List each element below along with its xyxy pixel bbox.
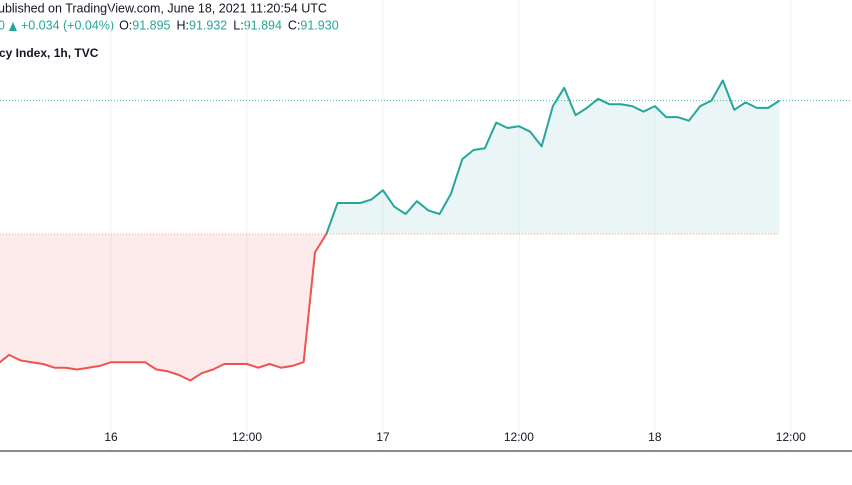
legend-change: +0.034 (+0.04%) xyxy=(21,18,114,32)
baseline-area xyxy=(0,80,780,381)
ohlc-label: C: xyxy=(288,18,301,32)
ohlc-value: 91.930 xyxy=(300,18,338,32)
legend-prefix: 0 xyxy=(0,18,5,32)
price-line xyxy=(0,79,781,382)
x-tick-label: 18 xyxy=(648,430,662,444)
up-arrow xyxy=(8,22,17,31)
x-tick-label: 12:00 xyxy=(232,430,262,444)
ohlc-label: L: xyxy=(233,18,243,32)
x-tick-label: 12:00 xyxy=(776,430,806,444)
x-tick-label: 16 xyxy=(104,430,118,444)
ohlc-value: 91.894 xyxy=(244,18,282,32)
ohlc-label: O: xyxy=(119,18,132,32)
ohlc-legend: 0 +0.034 (+0.04%) O: 91.895 H: 91.932 L: 91.894… xyxy=(0,18,339,32)
published-note: ublished on TradingView.com, June 18, 20… xyxy=(0,1,327,15)
ohlc-value: 91.932 xyxy=(189,18,227,32)
ohlc-value: 91.895 xyxy=(132,18,170,32)
chart-title: cy Index, 1h, TVC xyxy=(0,46,99,60)
ohlc-label: H: xyxy=(177,18,190,32)
x-tick-label: 12:00 xyxy=(504,430,534,444)
x-tick-label: 17 xyxy=(376,430,390,444)
